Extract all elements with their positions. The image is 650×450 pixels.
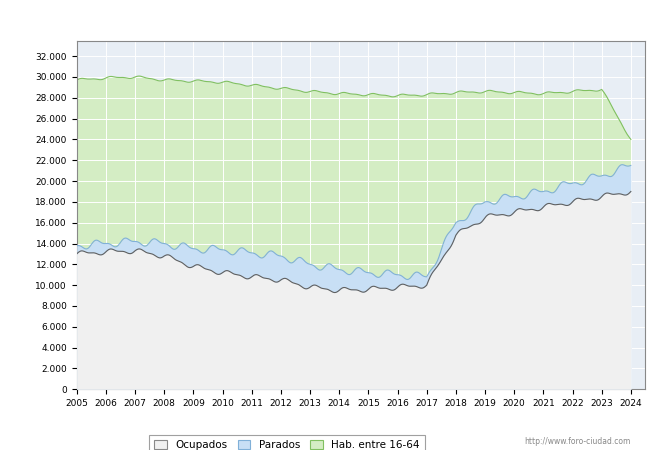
Text: Sant Feliu de Llobregat - Evolucion de la poblacion en edad de Trabajar Mayo de : Sant Feliu de Llobregat - Evolucion de l… (57, 16, 593, 26)
Text: http://www.foro-ciudad.com: http://www.foro-ciudad.com (524, 436, 630, 446)
Legend: Ocupados, Parados, Hab. entre 16-64: Ocupados, Parados, Hab. entre 16-64 (150, 435, 425, 450)
